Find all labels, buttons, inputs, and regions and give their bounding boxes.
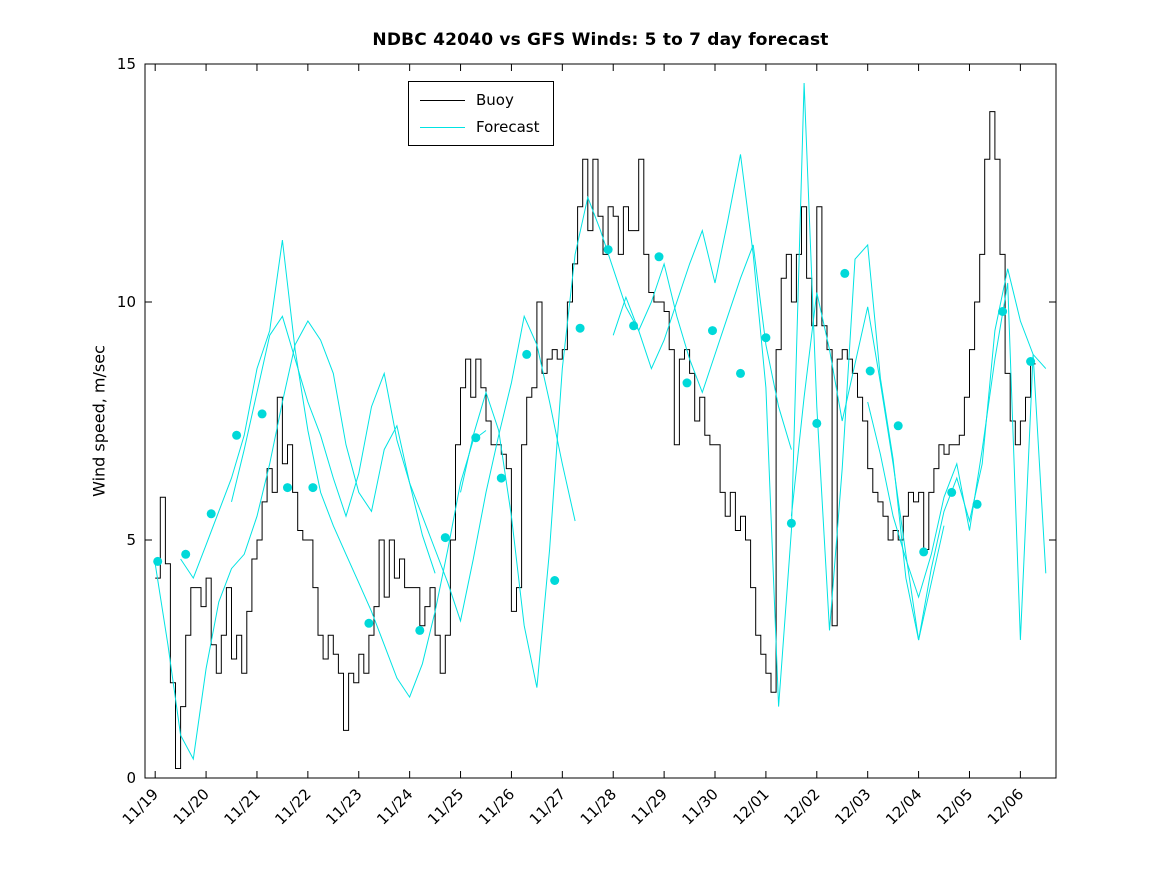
forecast-marker (575, 323, 585, 333)
forecast-marker (682, 378, 692, 388)
forecast-run-4-line (460, 195, 792, 688)
x-tick-label: 11/25 (424, 785, 467, 828)
x-tick-label: 11/28 (577, 785, 620, 828)
forecast-marker (919, 547, 929, 557)
forecast-marker (736, 368, 745, 378)
forecast-marker (972, 499, 982, 509)
forecast-marker (893, 421, 903, 431)
x-tick-label: 11/24 (373, 785, 416, 828)
x-tick-label: 12/02 (780, 785, 823, 828)
forecast-run-3-line (231, 314, 576, 623)
forecast-marker (840, 268, 850, 278)
forecast-marker (654, 252, 664, 262)
forecast-marker (708, 326, 717, 336)
forecast-marker (998, 307, 1008, 316)
x-tick-label: 12/06 (984, 785, 1027, 828)
x-tick-label: 12/01 (729, 785, 772, 828)
buoy-line-sample (420, 99, 465, 101)
forecast-line-sample (420, 126, 465, 128)
legend-item-buoy: Buoy (420, 91, 539, 109)
forecast-marker (550, 576, 560, 585)
forecast-run-1-line (154, 320, 436, 761)
x-tick-label: 11/27 (526, 785, 569, 828)
x-tick-label: 11/20 (170, 785, 213, 828)
forecast-marker (415, 625, 425, 635)
x-tick-label: 11/22 (271, 785, 314, 828)
x-tick-label: 12/05 (933, 785, 976, 828)
x-tick-label: 11/23 (322, 785, 365, 828)
axes-box (144, 63, 1057, 779)
forecast-marker (761, 333, 771, 343)
y-axis-label: Wind speed, m/sec (89, 345, 109, 497)
forecast-marker (364, 618, 374, 628)
forecast-marker (522, 349, 532, 359)
x-tick-label: 11/19 (119, 785, 162, 828)
x-tick-label: 11/26 (475, 785, 518, 828)
buoy-line (155, 111, 1036, 769)
x-tick-label: 12/04 (882, 785, 925, 828)
chart-title: NDBC 42040 vs GFS Winds: 5 to 7 day fore… (372, 30, 829, 50)
forecast-marker (603, 245, 613, 255)
forecast-marker (865, 366, 875, 376)
forecast-marker (786, 518, 796, 528)
forecast-marker (440, 533, 450, 543)
forecast-marker (283, 483, 292, 493)
y-tick-label: 0 (126, 769, 136, 787)
forecast-marker (181, 549, 191, 559)
forecast-marker (206, 509, 216, 519)
forecast-marker (1026, 357, 1036, 366)
y-tick-label: 15 (117, 55, 136, 73)
forecast-marker (232, 430, 242, 440)
forecast-marker (308, 483, 318, 493)
y-tick-label: 5 (126, 531, 136, 549)
legend-item-forecast: Forecast (420, 118, 539, 136)
x-tick-label: 12/03 (831, 785, 874, 828)
legend-label-buoy: Buoy (476, 91, 514, 109)
forecast-marker (153, 556, 163, 566)
forecast-marker (257, 409, 267, 419)
forecast-run-7-line (867, 282, 1047, 641)
forecast-marker (471, 433, 481, 443)
forecast-marker (947, 487, 957, 497)
forecast-marker (496, 473, 506, 483)
y-tick-label: 10 (117, 293, 136, 311)
legend: Buoy Forecast (408, 81, 555, 146)
forecast-marker (629, 321, 639, 331)
forecast-run-5-line (612, 82, 945, 707)
forecast-run-2-line (180, 240, 487, 699)
forecast-marker (812, 418, 822, 428)
forecast-run-6-line (790, 268, 1047, 641)
x-tick-label: 11/21 (220, 785, 263, 828)
legend-label-forecast: Forecast (476, 118, 540, 136)
x-tick-label: 11/29 (628, 785, 671, 828)
x-tick-label: 11/30 (679, 785, 722, 828)
